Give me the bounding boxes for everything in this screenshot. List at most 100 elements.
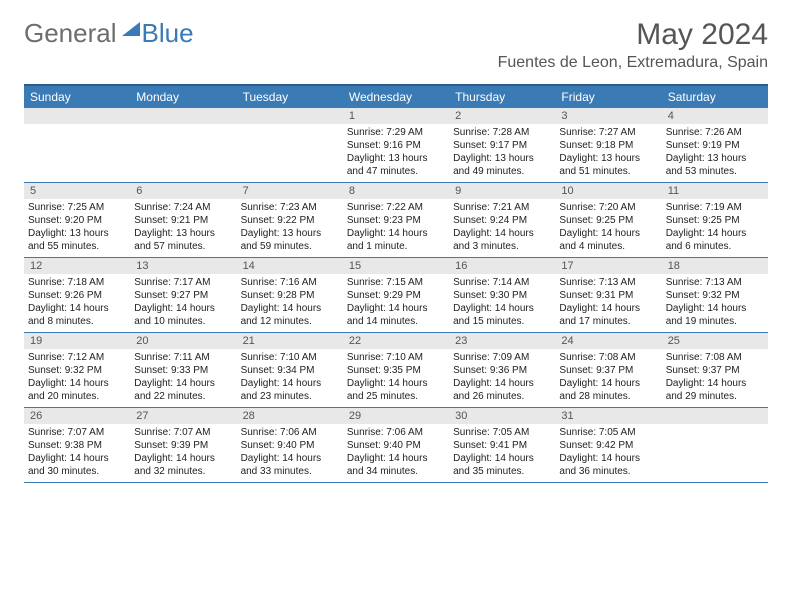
daylight-line: Daylight: 14 hours and 36 minutes. <box>559 452 657 478</box>
daylight-line: Daylight: 14 hours and 10 minutes. <box>134 302 232 328</box>
empty-cell <box>662 424 768 483</box>
daylight-line: Daylight: 13 hours and 57 minutes. <box>134 227 232 253</box>
sunrise-line: Sunrise: 7:08 AM <box>666 351 764 364</box>
sunset-line: Sunset: 9:40 PM <box>347 439 445 452</box>
day-cell: Sunrise: 7:06 AMSunset: 9:40 PMDaylight:… <box>237 424 343 483</box>
day-number: 14 <box>237 258 343 275</box>
day-cell-content: Sunrise: 7:14 AMSunset: 9:30 PMDaylight:… <box>453 276 551 328</box>
day-cell-content: Sunrise: 7:22 AMSunset: 9:23 PMDaylight:… <box>347 201 445 253</box>
day-number: 6 <box>130 183 236 200</box>
day-number: 8 <box>343 183 449 200</box>
daylight-line: Daylight: 13 hours and 49 minutes. <box>453 152 551 178</box>
empty-cell <box>24 108 130 124</box>
day-number: 11 <box>662 183 768 200</box>
week-daynum-row: 567891011 <box>24 183 768 200</box>
day-number: 28 <box>237 408 343 425</box>
day-cell: Sunrise: 7:16 AMSunset: 9:28 PMDaylight:… <box>237 274 343 333</box>
day-cell-content: Sunrise: 7:13 AMSunset: 9:32 PMDaylight:… <box>666 276 764 328</box>
sunset-line: Sunset: 9:37 PM <box>559 364 657 377</box>
sunset-line: Sunset: 9:27 PM <box>134 289 232 302</box>
location-text: Fuentes de Leon, Extremadura, Spain <box>498 54 768 72</box>
daylight-line: Daylight: 14 hours and 25 minutes. <box>347 377 445 403</box>
day-number: 5 <box>24 183 130 200</box>
day-cell: Sunrise: 7:05 AMSunset: 9:42 PMDaylight:… <box>555 424 661 483</box>
sunrise-line: Sunrise: 7:16 AM <box>241 276 339 289</box>
day-number: 29 <box>343 408 449 425</box>
week-content-row: Sunrise: 7:07 AMSunset: 9:38 PMDaylight:… <box>24 424 768 483</box>
day-number: 21 <box>237 333 343 350</box>
logo: General Blue <box>24 18 194 49</box>
day-number: 25 <box>662 333 768 350</box>
day-cell-content: Sunrise: 7:10 AMSunset: 9:34 PMDaylight:… <box>241 351 339 403</box>
sunset-line: Sunset: 9:33 PM <box>134 364 232 377</box>
sunset-line: Sunset: 9:41 PM <box>453 439 551 452</box>
day-number: 9 <box>449 183 555 200</box>
day-cell: Sunrise: 7:06 AMSunset: 9:40 PMDaylight:… <box>343 424 449 483</box>
day-number: 22 <box>343 333 449 350</box>
day-number: 2 <box>449 108 555 124</box>
daylight-line: Daylight: 14 hours and 26 minutes. <box>453 377 551 403</box>
week-content-row: Sunrise: 7:29 AMSunset: 9:16 PMDaylight:… <box>24 124 768 183</box>
sunrise-line: Sunrise: 7:13 AM <box>559 276 657 289</box>
sunset-line: Sunset: 9:25 PM <box>559 214 657 227</box>
day-cell: Sunrise: 7:26 AMSunset: 9:19 PMDaylight:… <box>662 124 768 183</box>
day-number: 30 <box>449 408 555 425</box>
day-header-row: SundayMondayTuesdayWednesdayThursdayFrid… <box>24 85 768 108</box>
sunset-line: Sunset: 9:22 PM <box>241 214 339 227</box>
sunrise-line: Sunrise: 7:29 AM <box>347 126 445 139</box>
daylight-line: Daylight: 14 hours and 17 minutes. <box>559 302 657 328</box>
sunrise-line: Sunrise: 7:08 AM <box>559 351 657 364</box>
sunrise-line: Sunrise: 7:14 AM <box>453 276 551 289</box>
daylight-line: Daylight: 14 hours and 14 minutes. <box>347 302 445 328</box>
sunset-line: Sunset: 9:25 PM <box>666 214 764 227</box>
sunset-line: Sunset: 9:24 PM <box>453 214 551 227</box>
day-number: 1 <box>343 108 449 124</box>
day-cell: Sunrise: 7:29 AMSunset: 9:16 PMDaylight:… <box>343 124 449 183</box>
sunset-line: Sunset: 9:37 PM <box>666 364 764 377</box>
sunrise-line: Sunrise: 7:05 AM <box>453 426 551 439</box>
week-content-row: Sunrise: 7:25 AMSunset: 9:20 PMDaylight:… <box>24 199 768 258</box>
daylight-line: Daylight: 13 hours and 59 minutes. <box>241 227 339 253</box>
day-cell-content: Sunrise: 7:05 AMSunset: 9:41 PMDaylight:… <box>453 426 551 478</box>
week-daynum-row: 1234 <box>24 108 768 124</box>
day-cell: Sunrise: 7:09 AMSunset: 9:36 PMDaylight:… <box>449 349 555 408</box>
sunrise-line: Sunrise: 7:07 AM <box>134 426 232 439</box>
day-cell-content: Sunrise: 7:06 AMSunset: 9:40 PMDaylight:… <box>347 426 445 478</box>
sunrise-line: Sunrise: 7:23 AM <box>241 201 339 214</box>
sunrise-line: Sunrise: 7:20 AM <box>559 201 657 214</box>
day-cell-content: Sunrise: 7:23 AMSunset: 9:22 PMDaylight:… <box>241 201 339 253</box>
day-cell-content: Sunrise: 7:19 AMSunset: 9:25 PMDaylight:… <box>666 201 764 253</box>
sunrise-line: Sunrise: 7:24 AM <box>134 201 232 214</box>
day-cell: Sunrise: 7:23 AMSunset: 9:22 PMDaylight:… <box>237 199 343 258</box>
sunrise-line: Sunrise: 7:05 AM <box>559 426 657 439</box>
day-cell-content: Sunrise: 7:06 AMSunset: 9:40 PMDaylight:… <box>241 426 339 478</box>
day-cell: Sunrise: 7:20 AMSunset: 9:25 PMDaylight:… <box>555 199 661 258</box>
daylight-line: Daylight: 14 hours and 23 minutes. <box>241 377 339 403</box>
day-number: 24 <box>555 333 661 350</box>
week-content-row: Sunrise: 7:12 AMSunset: 9:32 PMDaylight:… <box>24 349 768 408</box>
sunset-line: Sunset: 9:23 PM <box>347 214 445 227</box>
sunset-line: Sunset: 9:29 PM <box>347 289 445 302</box>
sunset-line: Sunset: 9:39 PM <box>134 439 232 452</box>
day-cell-content: Sunrise: 7:08 AMSunset: 9:37 PMDaylight:… <box>666 351 764 403</box>
day-number: 19 <box>24 333 130 350</box>
logo-text-general: General <box>24 18 117 49</box>
day-cell: Sunrise: 7:17 AMSunset: 9:27 PMDaylight:… <box>130 274 236 333</box>
day-cell: Sunrise: 7:21 AMSunset: 9:24 PMDaylight:… <box>449 199 555 258</box>
day-cell: Sunrise: 7:18 AMSunset: 9:26 PMDaylight:… <box>24 274 130 333</box>
day-cell-content: Sunrise: 7:13 AMSunset: 9:31 PMDaylight:… <box>559 276 657 328</box>
day-cell-content: Sunrise: 7:26 AMSunset: 9:19 PMDaylight:… <box>666 126 764 178</box>
day-number: 31 <box>555 408 661 425</box>
sunrise-line: Sunrise: 7:21 AM <box>453 201 551 214</box>
sunrise-line: Sunrise: 7:27 AM <box>559 126 657 139</box>
sunrise-line: Sunrise: 7:15 AM <box>347 276 445 289</box>
day-cell-content: Sunrise: 7:28 AMSunset: 9:17 PMDaylight:… <box>453 126 551 178</box>
sunset-line: Sunset: 9:19 PM <box>666 139 764 152</box>
sunset-line: Sunset: 9:32 PM <box>28 364 126 377</box>
day-number: 7 <box>237 183 343 200</box>
empty-cell <box>130 124 236 183</box>
sunrise-line: Sunrise: 7:06 AM <box>241 426 339 439</box>
day-cell-content: Sunrise: 7:16 AMSunset: 9:28 PMDaylight:… <box>241 276 339 328</box>
day-number: 10 <box>555 183 661 200</box>
week-daynum-row: 12131415161718 <box>24 258 768 275</box>
